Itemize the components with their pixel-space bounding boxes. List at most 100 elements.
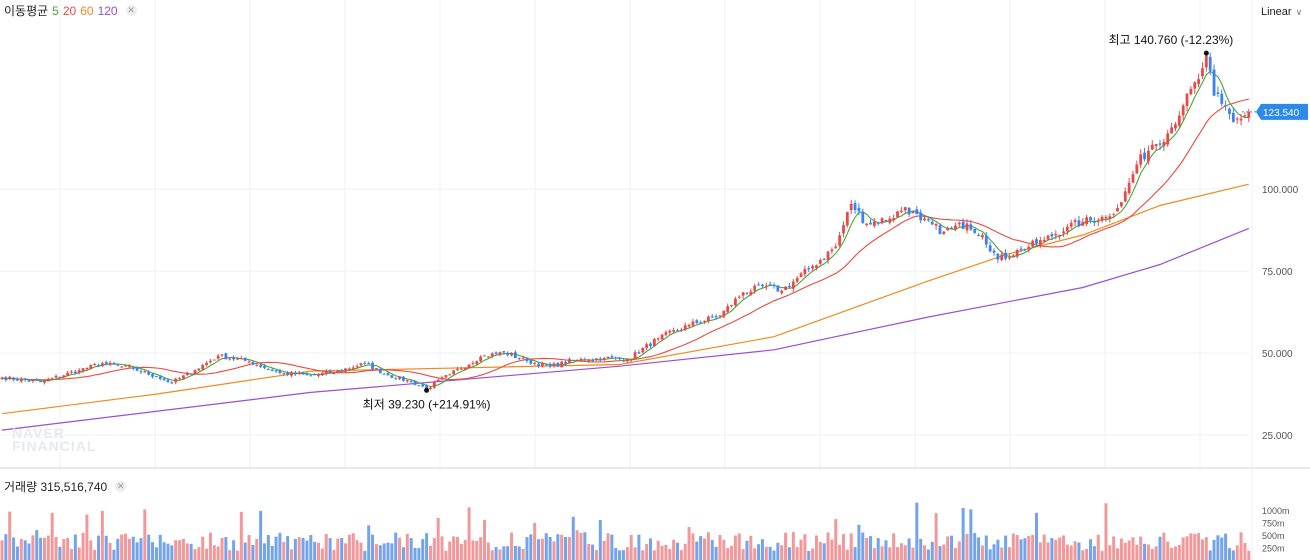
- candle-body[interactable]: [513, 352, 517, 358]
- candle-body[interactable]: [815, 265, 818, 268]
- candle-body[interactable]: [151, 374, 154, 377]
- candle-body[interactable]: [903, 207, 907, 211]
- candle-body[interactable]: [556, 363, 560, 367]
- candle-body[interactable]: [228, 358, 232, 360]
- candle-body[interactable]: [587, 360, 591, 362]
- candle-body[interactable]: [185, 372, 189, 376]
- candle-body[interactable]: [297, 372, 301, 374]
- candle-body[interactable]: [239, 358, 243, 360]
- candle-body[interactable]: [1069, 222, 1073, 227]
- candle-body[interactable]: [946, 228, 950, 231]
- candle-body[interactable]: [884, 220, 888, 222]
- candle-body[interactable]: [869, 222, 872, 225]
- candle-body[interactable]: [517, 357, 521, 359]
- candle-body[interactable]: [367, 362, 371, 364]
- candle-body[interactable]: [1158, 143, 1162, 145]
- candle-body[interactable]: [1058, 234, 1062, 236]
- candle-body[interactable]: [197, 368, 201, 371]
- candle-body[interactable]: [124, 365, 127, 367]
- candle-body[interactable]: [421, 384, 425, 387]
- candle-body[interactable]: [1216, 92, 1220, 94]
- candle-body[interactable]: [568, 359, 571, 364]
- candle-body[interactable]: [649, 343, 652, 347]
- candle-body[interactable]: [448, 374, 452, 376]
- candle-body[interactable]: [382, 373, 386, 375]
- candle-body[interactable]: [70, 371, 73, 373]
- candle-body[interactable]: [224, 353, 228, 360]
- candle-body[interactable]: [811, 266, 814, 269]
- candle-body[interactable]: [954, 225, 957, 230]
- candle-body[interactable]: [761, 284, 764, 287]
- candle-body[interactable]: [977, 235, 980, 237]
- candle-body[interactable]: [718, 315, 722, 317]
- candle-body[interactable]: [328, 370, 332, 374]
- candle-body[interactable]: [776, 285, 780, 292]
- candle-body[interactable]: [305, 374, 309, 376]
- candle-body[interactable]: [97, 365, 100, 367]
- candle-body[interactable]: [35, 379, 39, 381]
- candle-body[interactable]: [58, 376, 62, 378]
- candle-body[interactable]: [818, 260, 822, 264]
- candle-body[interactable]: [54, 375, 58, 378]
- candle-body[interactable]: [849, 203, 853, 210]
- candle-body[interactable]: [1201, 68, 1204, 77]
- candle-body[interactable]: [324, 371, 328, 374]
- candle-body[interactable]: [687, 324, 691, 327]
- candle-body[interactable]: [166, 379, 170, 382]
- candle-body[interactable]: [1077, 220, 1081, 227]
- candle-body[interactable]: [1092, 221, 1096, 223]
- candle-body[interactable]: [1243, 115, 1247, 117]
- candle-body[interactable]: [182, 375, 185, 379]
- candle-body[interactable]: [996, 253, 1000, 260]
- candle-body[interactable]: [440, 377, 444, 380]
- candle-body[interactable]: [409, 381, 413, 383]
- candle-body[interactable]: [216, 355, 220, 359]
- candle-body[interactable]: [336, 370, 340, 373]
- candle-body[interactable]: [1120, 202, 1123, 207]
- candle-body[interactable]: [1073, 220, 1077, 223]
- candle-body[interactable]: [232, 357, 235, 360]
- candle-body[interactable]: [930, 221, 934, 225]
- candle-body[interactable]: [541, 362, 544, 367]
- candle-body[interactable]: [263, 366, 266, 368]
- candle-body[interactable]: [1208, 56, 1212, 71]
- candle-body[interactable]: [1220, 93, 1224, 104]
- candle-body[interactable]: [1035, 239, 1038, 244]
- candle-body[interactable]: [236, 358, 239, 360]
- candle-body[interactable]: [560, 361, 564, 368]
- candle-body[interactable]: [984, 235, 988, 245]
- candle-body[interactable]: [475, 361, 479, 365]
- candle-body[interactable]: [201, 365, 205, 370]
- candle-body[interactable]: [571, 359, 575, 361]
- candle-body[interactable]: [1166, 133, 1170, 145]
- candle-body[interactable]: [502, 351, 506, 353]
- candle-body[interactable]: [602, 357, 606, 360]
- candle-body[interactable]: [1127, 182, 1131, 194]
- candle-body[interactable]: [614, 357, 618, 359]
- candle-body[interactable]: [703, 320, 706, 322]
- candle-body[interactable]: [544, 363, 548, 365]
- candle-body[interactable]: [293, 372, 297, 375]
- candle-body[interactable]: [344, 368, 347, 372]
- candle-body[interactable]: [1042, 239, 1046, 242]
- candle-body[interactable]: [93, 364, 97, 366]
- candle-body[interactable]: [899, 210, 903, 212]
- candle-body[interactable]: [734, 298, 737, 306]
- candle-body[interactable]: [880, 218, 884, 224]
- candle-body[interactable]: [861, 211, 865, 223]
- candle-body[interactable]: [0, 377, 4, 380]
- candle-body[interactable]: [19, 378, 23, 382]
- candle-body[interactable]: [965, 223, 969, 231]
- candle-body[interactable]: [1247, 111, 1251, 118]
- candle-body[interactable]: [1147, 150, 1150, 162]
- candle-body[interactable]: [699, 322, 703, 324]
- candle-body[interactable]: [452, 370, 456, 375]
- candle-body[interactable]: [521, 357, 525, 359]
- candle-body[interactable]: [676, 330, 679, 332]
- candle-body[interactable]: [876, 222, 880, 224]
- candle-body[interactable]: [174, 378, 178, 383]
- candle-body[interactable]: [1015, 250, 1019, 257]
- candle-body[interactable]: [490, 353, 494, 357]
- candle-body[interactable]: [834, 246, 838, 248]
- candle-body[interactable]: [764, 285, 768, 287]
